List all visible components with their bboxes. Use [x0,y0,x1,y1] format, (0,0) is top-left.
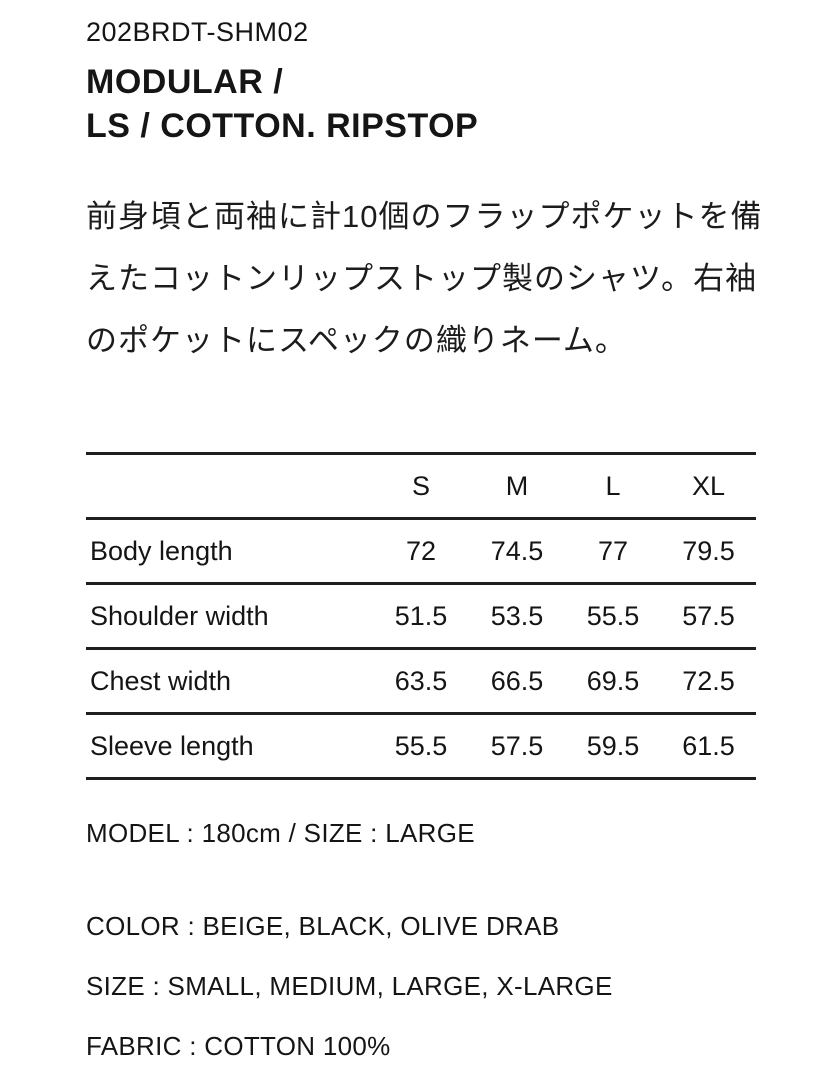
measurement-label: Shoulder width [86,585,373,650]
measurement-label: Chest width [86,650,373,715]
size-chart-table: S M L XL Body length 72 74.5 77 79.5 Sho… [86,452,756,780]
size-chart-corner-cell [86,455,373,520]
measurement-value: 53.5 [469,585,565,650]
description-line-2: えたコットンリップストップ製のシャツ。右袖 [86,261,758,296]
measurement-value: 63.5 [373,650,469,715]
color-info: COLOR : BEIGE, BLACK, OLIVE DRAB [86,911,560,941]
measurement-value: 61.5 [661,715,756,780]
measurement-value: 72 [373,520,469,585]
product-title-line-2: LS / COTTON. RIPSTOP [86,107,479,145]
measurement-value: 51.5 [373,585,469,650]
measurement-value: 69.5 [565,650,661,715]
product-code: 202BRDT-SHM02 [86,17,309,47]
measurement-value: 57.5 [661,585,756,650]
size-chart-header-row: S M L XL [86,455,756,520]
measurement-value: 77 [565,520,661,585]
description-line-1: 前身頃と両袖に計10個のフラップポケットを備 [86,199,763,234]
measurement-value: 79.5 [661,520,756,585]
table-row-shoulder-width: Shoulder width 51.5 53.5 55.5 57.5 [86,585,756,650]
size-column-header-s: S [373,455,469,520]
size-column-header-l: L [565,455,661,520]
product-description: 前身頃と両袖に計10個のフラップポケットを備 えたコットンリップストップ製のシャ… [86,186,768,372]
measurement-value: 55.5 [373,715,469,780]
fabric-info: FABRIC : COTTON 100% [86,1031,391,1061]
product-title: MODULAR / LS / COTTON. RIPSTOP [86,60,768,148]
measurement-value: 66.5 [469,650,565,715]
table-row-sleeve-length: Sleeve length 55.5 57.5 59.5 61.5 [86,715,756,780]
measurement-label: Sleeve length [86,715,373,780]
size-info: SIZE : SMALL, MEDIUM, LARGE, X-LARGE [86,971,613,1001]
measurement-value: 57.5 [469,715,565,780]
measurement-value: 74.5 [469,520,565,585]
table-row-chest-width: Chest width 63.5 66.5 69.5 72.5 [86,650,756,715]
size-column-header-xl: XL [661,455,756,520]
product-title-line-1: MODULAR / [86,63,284,101]
measurement-value: 72.5 [661,650,756,715]
model-info: MODEL : 180cm / SIZE : LARGE [86,818,475,848]
size-column-header-m: M [469,455,565,520]
measurement-value: 55.5 [565,585,661,650]
measurement-label: Body length [86,520,373,585]
table-row-body-length: Body length 72 74.5 77 79.5 [86,520,756,585]
measurement-value: 59.5 [565,715,661,780]
description-line-3: のポケットにスペックの織りネーム。 [86,323,627,358]
